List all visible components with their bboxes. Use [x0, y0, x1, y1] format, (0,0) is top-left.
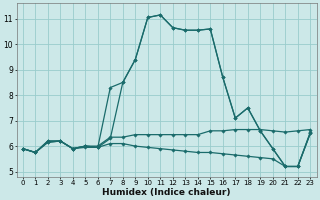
- X-axis label: Humidex (Indice chaleur): Humidex (Indice chaleur): [102, 188, 231, 197]
